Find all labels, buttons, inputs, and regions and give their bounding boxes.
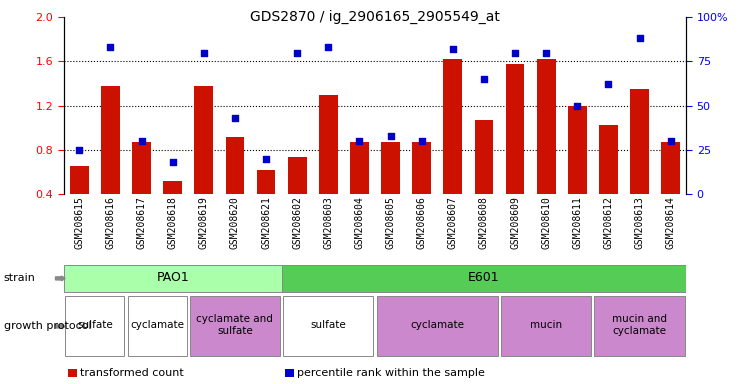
Bar (190, 296, 280, 356)
Point (291, 50, 303, 56)
Bar (537, 59, 556, 194)
Text: GDS2870 / ig_2906165_2905549_at: GDS2870 / ig_2906165_2905549_at (250, 10, 500, 24)
Point (136, 138, 148, 144)
Bar (132, 142, 151, 194)
Bar (65, 296, 125, 356)
Point (602, 81, 614, 88)
Text: GSM208614: GSM208614 (666, 196, 676, 249)
Point (664, 138, 676, 144)
Bar (284, 296, 374, 356)
Text: GSM208613: GSM208613 (634, 196, 644, 249)
Point (74, 147, 86, 153)
Text: GSM208603: GSM208603 (323, 196, 333, 249)
Text: cyclamate: cyclamate (130, 320, 184, 330)
Text: GSM208618: GSM208618 (168, 196, 178, 249)
Bar (350, 142, 369, 194)
Point (478, 76, 490, 82)
Bar (475, 120, 494, 194)
Point (229, 115, 241, 121)
Text: growth protocol: growth protocol (4, 321, 92, 331)
Point (353, 138, 365, 144)
Bar (70, 166, 88, 194)
Bar (376, 296, 498, 356)
Bar (381, 142, 400, 194)
Text: GSM208616: GSM208616 (106, 196, 116, 249)
Bar (64, 265, 282, 292)
Bar (630, 89, 649, 194)
Text: strain: strain (4, 273, 36, 283)
Bar (595, 296, 685, 356)
Point (104, 44, 116, 50)
Bar (128, 296, 187, 356)
Text: GSM208615: GSM208615 (74, 196, 84, 249)
Bar (319, 94, 338, 194)
Bar (164, 181, 182, 194)
Text: GSM208607: GSM208607 (448, 196, 458, 249)
Text: sulfate: sulfate (77, 320, 112, 330)
Text: GSM208611: GSM208611 (572, 196, 582, 249)
Point (509, 50, 521, 56)
Bar (662, 142, 680, 194)
Text: GSM208605: GSM208605 (386, 196, 395, 249)
Bar (501, 296, 591, 356)
Bar (599, 126, 618, 194)
Bar (443, 59, 462, 194)
Text: GSM208608: GSM208608 (479, 196, 489, 249)
Point (416, 138, 428, 144)
Bar (506, 64, 524, 194)
Text: GSM208602: GSM208602 (292, 196, 302, 249)
Text: GSM208619: GSM208619 (199, 196, 208, 249)
Text: PAO1: PAO1 (156, 271, 189, 284)
Point (260, 156, 272, 162)
Bar (226, 137, 245, 194)
Bar (288, 157, 307, 194)
Text: E601: E601 (468, 271, 500, 284)
Text: cyclamate: cyclamate (410, 320, 464, 330)
Bar (282, 265, 686, 292)
Text: GSM208617: GSM208617 (136, 196, 146, 249)
Bar (256, 170, 275, 194)
Text: GSM208604: GSM208604 (355, 196, 364, 249)
Text: mucin and
cyclamate: mucin and cyclamate (612, 314, 667, 336)
Point (385, 132, 397, 139)
Text: GSM208621: GSM208621 (261, 196, 271, 249)
Bar (413, 142, 431, 194)
Point (447, 46, 459, 52)
Point (322, 44, 334, 50)
Point (540, 50, 552, 56)
Bar (101, 86, 120, 194)
Text: mucin: mucin (530, 320, 562, 330)
Point (634, 35, 646, 41)
Point (198, 50, 210, 56)
Text: GSM208609: GSM208609 (510, 196, 520, 249)
Text: GSM208620: GSM208620 (230, 196, 240, 249)
Bar (568, 106, 586, 194)
Text: GSM208610: GSM208610 (542, 196, 551, 249)
Point (572, 103, 584, 109)
Point (166, 159, 178, 165)
Text: percentile rank within the sample: percentile rank within the sample (297, 368, 484, 378)
Text: sulfate: sulfate (310, 320, 346, 330)
Text: GSM208606: GSM208606 (417, 196, 427, 249)
Text: cyclamate and
sulfate: cyclamate and sulfate (196, 314, 273, 336)
Text: transformed count: transformed count (80, 368, 183, 378)
Text: GSM208612: GSM208612 (604, 196, 613, 249)
Bar (194, 86, 213, 194)
